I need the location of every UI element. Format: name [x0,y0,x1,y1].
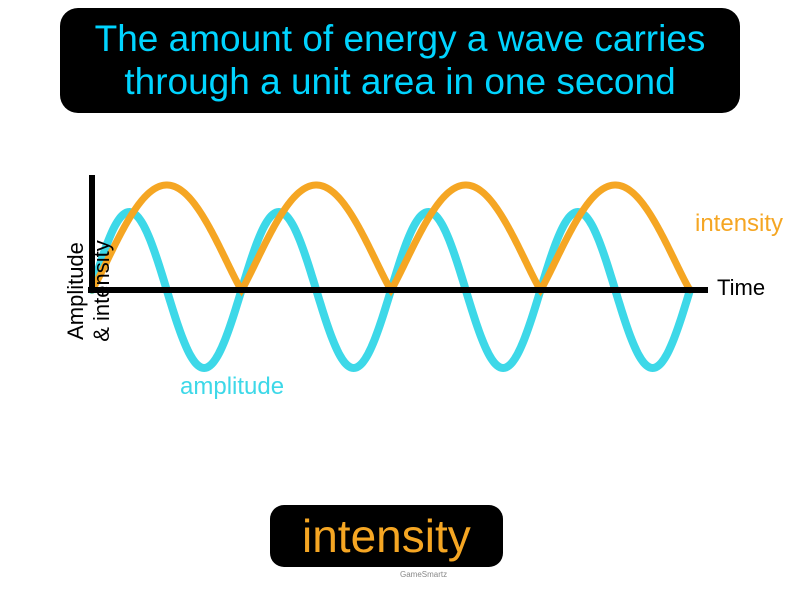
definition-text: The amount of energy a wave carries thro… [95,18,706,102]
attribution: GameSmartz [400,570,447,579]
term-box: intensity [270,505,503,567]
term-text: intensity [302,510,471,562]
chart-svg [70,175,710,405]
x-axis-label: Time [717,275,765,301]
legend-amplitude: amplitude [180,373,284,401]
definition-box: The amount of energy a wave carries thro… [60,8,740,113]
legend-intensity: intensity [695,210,783,238]
y-axis-label: Amplitude& intensity [63,240,115,342]
chart-area: Amplitude& intensity Time intensity ampl… [70,175,710,405]
